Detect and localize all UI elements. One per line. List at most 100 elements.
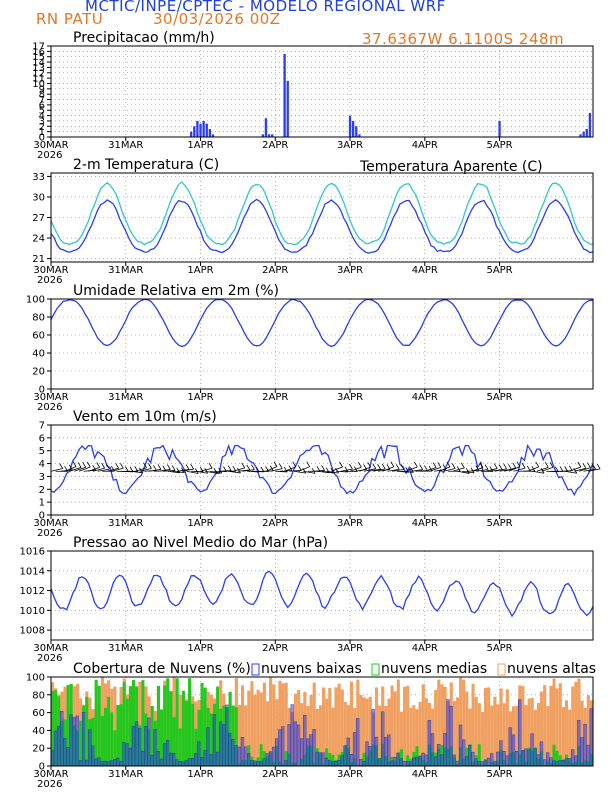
cloud-bar-high [315,709,319,766]
cloud-bar-low [262,758,267,767]
cloud-bar-low [421,752,425,767]
cloud-bar-low [159,758,164,767]
cloud-bar-low [169,752,173,767]
cloud-bar-low [521,750,525,767]
cloud-bar-low [234,745,239,767]
cloud-bar-mid [477,744,481,766]
wind-barb-flag [72,461,77,467]
cloud-bar-high [113,686,117,766]
wind-barb [321,470,334,474]
cloud-bar-high [474,696,478,766]
cloud-bar-high [437,679,441,766]
wind-barb [508,466,521,472]
x-tick-label: 2APR [262,769,288,780]
cloud-bar-low [197,741,201,767]
cloud-bar-mid [188,678,192,766]
panel-frame [50,298,594,390]
cloud-bar-low [256,761,260,767]
cloud-bar-high [331,707,335,766]
x-tick-label: 3APR [337,140,363,151]
cloud-bar-low [483,760,488,767]
cloud-bar-low [57,726,61,767]
y-tick-label: 60 [32,708,45,719]
cloud-bar-mid [228,691,232,766]
legend-label: nuvens baixas [261,661,362,677]
cloud-bar-mid [97,685,101,766]
cloud-bar-low [449,705,454,767]
y-tick-label: 0 [39,133,45,144]
cloud-bar-high [250,681,254,766]
cloud-bar-high [496,704,500,766]
y-tick-label: 17 [32,42,45,53]
cloud-bar-low [508,727,513,767]
wind-barb [363,468,376,472]
x-year-label: 2026 [37,779,62,790]
x-year-label: 2026 [37,528,62,539]
wind-barb [532,470,545,474]
precip-bar [261,134,264,137]
x-tick-label: 5APR [486,643,512,654]
wind-barb-flag [68,464,73,471]
cloud-bar-low [237,746,242,767]
cloud-bar-high [536,702,541,766]
cloud-bar-low [212,714,217,767]
cloud-bar-high [533,709,537,766]
wind-barb [177,469,190,472]
wind-barb [382,466,394,472]
wind-barb [69,467,82,472]
cloud-bar-high [346,705,351,766]
cloud-bar-high [402,686,407,766]
y-tick-label: 20 [32,744,45,755]
cloud-bar-low [424,754,429,767]
cloud-bar-low [446,699,450,767]
wind-barb-flag [82,462,86,468]
precip-bar [582,131,585,137]
precip-bar [202,120,205,137]
cloud-bar-mid [79,720,83,766]
cloud-bar-low [384,737,388,767]
cloud-bar-high [468,708,472,766]
cloud-bar-low [480,761,485,767]
cloud-bar-low [555,761,559,767]
wind-barb [359,466,371,472]
x-tick-label: 4APR [412,518,438,529]
wind-barb-flag [101,462,105,469]
y-tick-label: 21 [32,254,45,265]
cloud-bar-low [253,760,257,767]
precip-bar [193,126,196,137]
wind-barb-flag [77,462,82,468]
y-tick-label: 10 [32,79,45,90]
x-tick-label: 2APR [262,643,288,654]
wind-barb-flag [419,464,424,470]
cloud-bar-low [493,760,497,767]
coordinates-label: 37.6367W 6.1100S 248m [362,30,565,48]
cloud-bar-low [343,745,348,767]
y-tick-label: 4 [39,459,45,470]
cloud-bar-mid [110,712,114,766]
cloud-bar-high [490,705,494,766]
cloud-bar-high [546,706,550,766]
cloud-bar-low [349,754,354,767]
cloud-bar-high [530,698,534,766]
y-tick-label: 60 [32,331,45,342]
wind-barb-flag [115,463,120,469]
wind-barb-flag [139,467,143,473]
cloud-bar-high [325,698,329,766]
cloud-bar-high [549,685,553,766]
cloud-bar-high [269,677,273,766]
cloud-bar-mid [107,696,111,766]
cloud-bar-low [321,752,326,767]
y-tick-label: 12 [32,68,45,79]
y-tick-label: 7 [39,421,45,432]
cloud-bar-low [324,757,329,767]
wind-barb [476,469,489,472]
cloud-bar-high [374,687,379,766]
x-tick-label: 2APR [262,265,288,276]
cloud-bar-low [340,755,345,767]
y-tick-label: 40 [32,349,45,360]
cloud-bar-low [318,752,323,767]
cloud-bar-low [377,758,382,767]
wind-barb-flag [208,463,213,469]
x-tick-label: 4APR [412,643,438,654]
cloud-bar-low [496,751,500,767]
